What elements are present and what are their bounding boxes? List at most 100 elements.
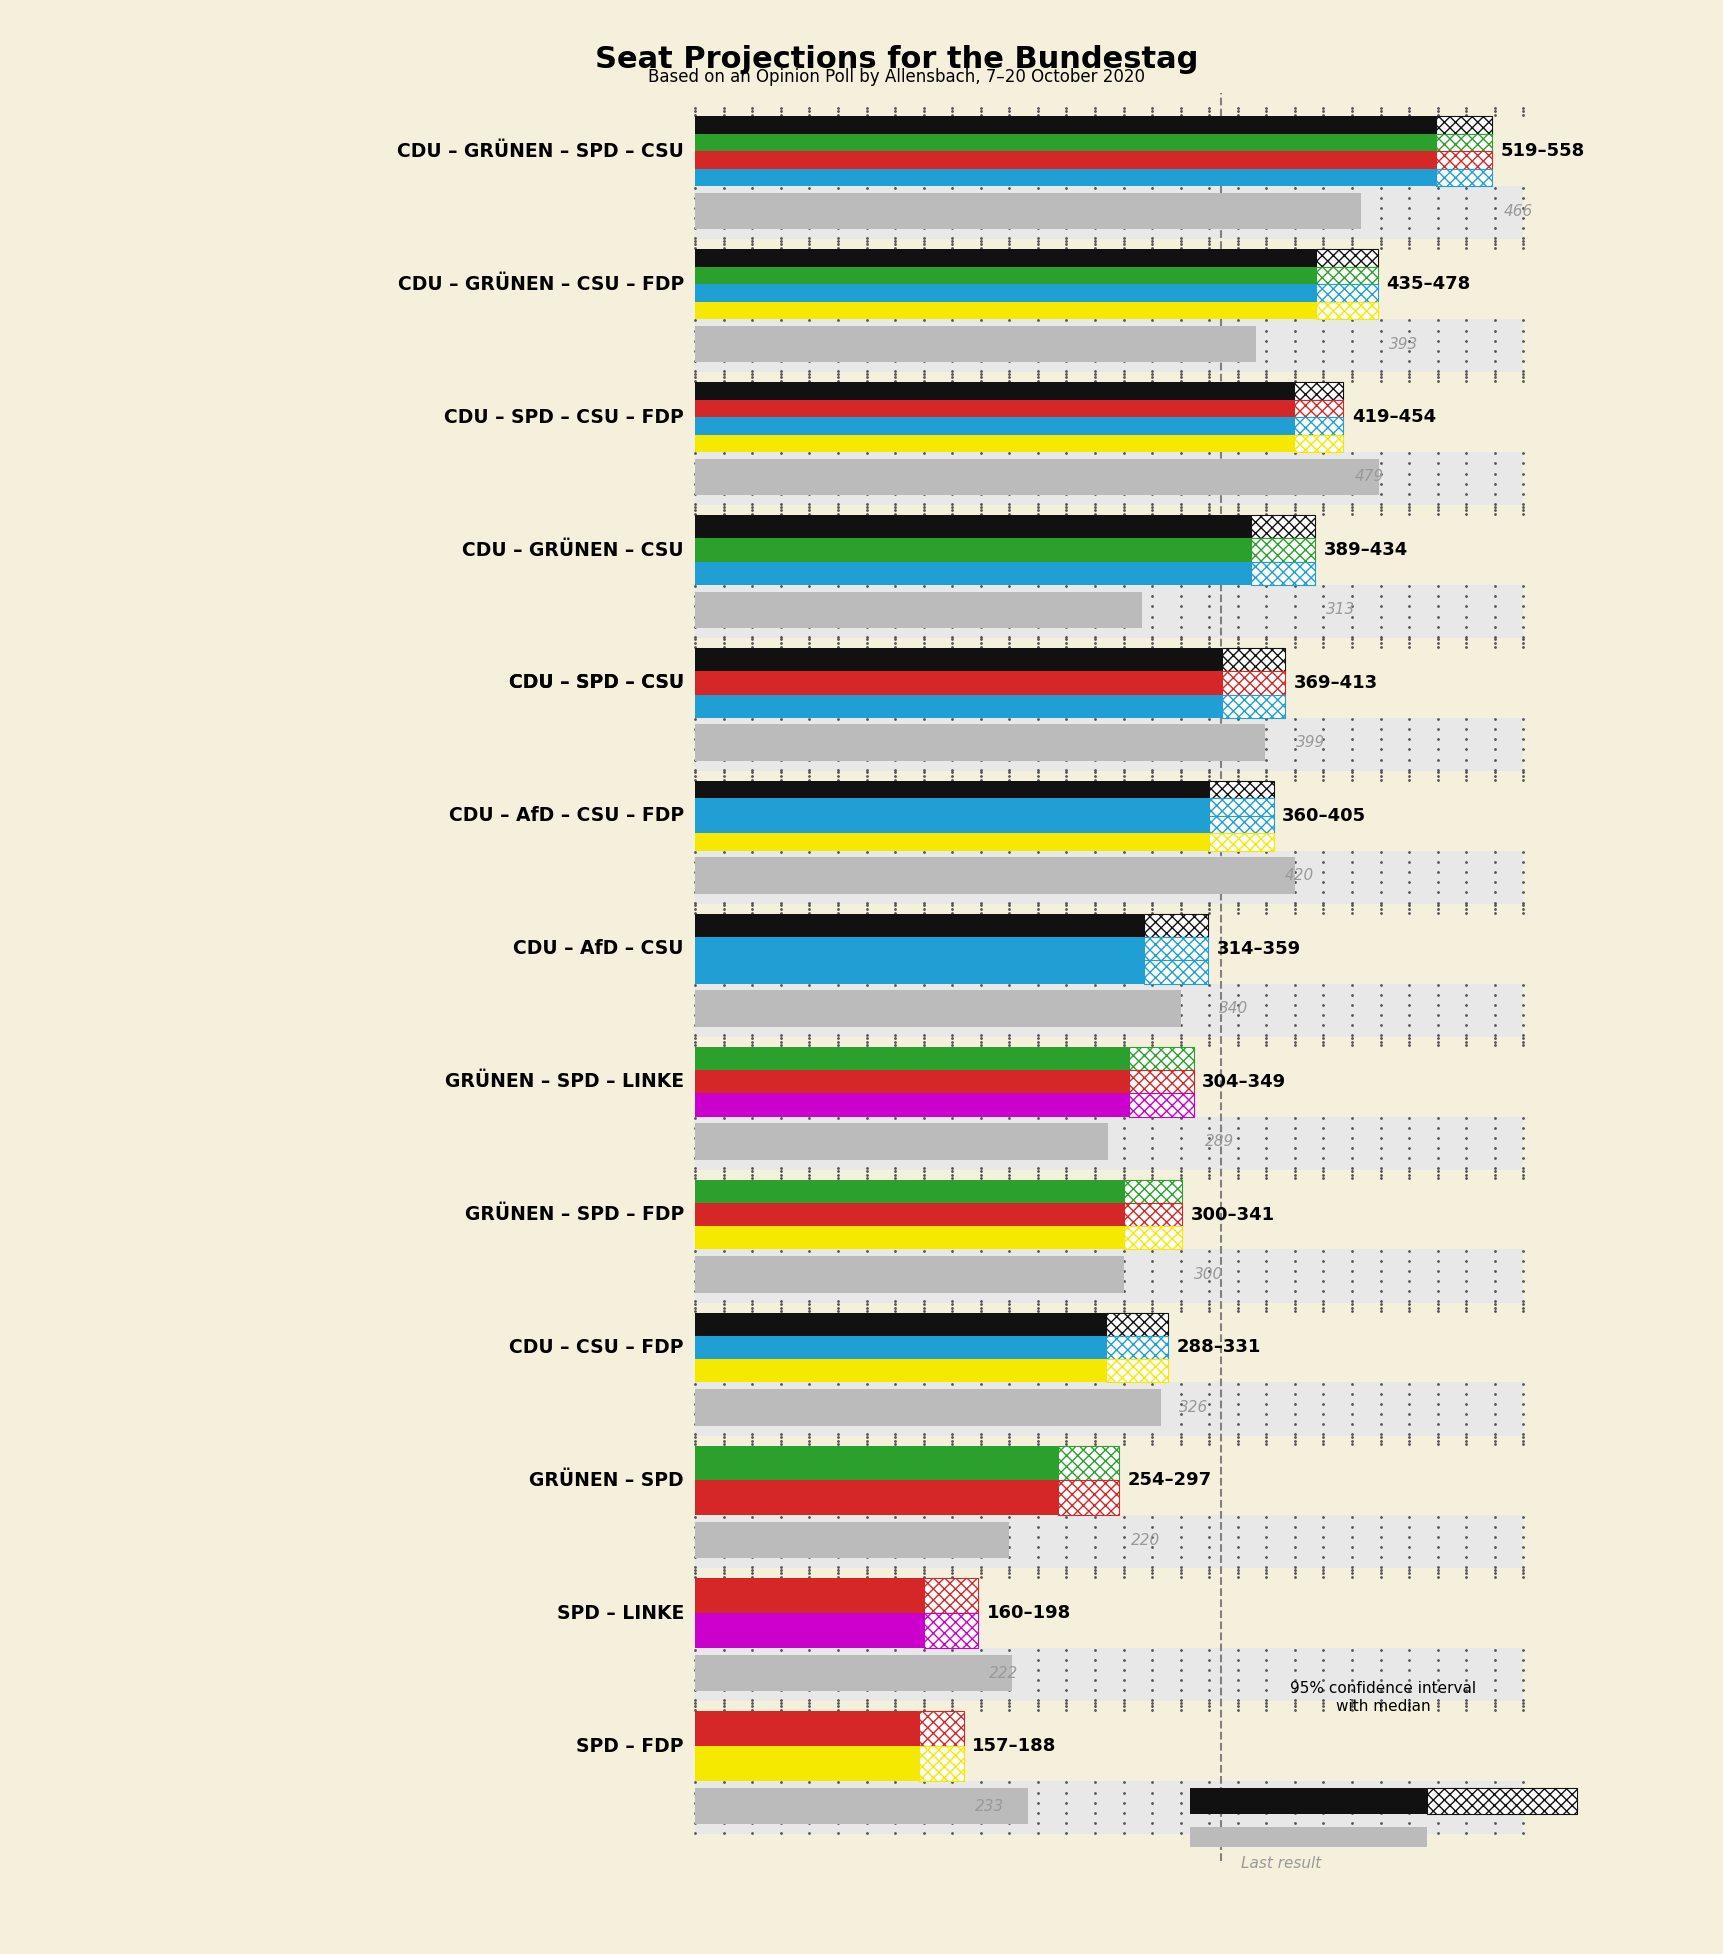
Text: 160–198: 160–198	[986, 1604, 1070, 1622]
Text: 222: 222	[989, 1665, 1018, 1680]
Text: 304–349: 304–349	[1201, 1073, 1285, 1090]
Bar	[694, 584, 1523, 639]
Bar	[918, 1712, 963, 1747]
Bar	[694, 451, 1523, 506]
Bar	[694, 250, 1316, 268]
Bar	[1106, 1360, 1166, 1381]
Text: CDU – AfD – CSU – FDP: CDU – AfD – CSU – FDP	[448, 807, 684, 825]
Text: 95% confidence interval
with median: 95% confidence interval with median	[1291, 1680, 1475, 1714]
Bar	[694, 1180, 1123, 1204]
Text: 314–359: 314–359	[1216, 940, 1299, 957]
Bar	[694, 1360, 1106, 1381]
Bar	[694, 1655, 1011, 1692]
Text: Last result: Last result	[1241, 1856, 1322, 1872]
Bar	[694, 459, 1378, 494]
Bar	[1222, 672, 1284, 694]
Bar	[918, 1747, 963, 1782]
Text: CDU – SPD – CSU: CDU – SPD – CSU	[508, 674, 684, 692]
Bar	[1222, 694, 1284, 717]
Bar	[1435, 168, 1490, 186]
Text: 420: 420	[1284, 868, 1313, 883]
Bar	[924, 1614, 977, 1647]
Bar	[694, 1047, 1129, 1071]
Bar	[694, 561, 1249, 584]
Bar	[1292, 434, 1342, 451]
Bar	[694, 539, 1249, 561]
Text: CDU – AfD – CSU: CDU – AfD – CSU	[513, 940, 684, 957]
Bar	[1129, 1071, 1192, 1094]
Bar	[694, 326, 1256, 361]
Bar	[1435, 150, 1490, 168]
Bar	[694, 1614, 924, 1647]
Bar	[1129, 1094, 1192, 1116]
Bar	[694, 832, 1208, 850]
Text: 326: 326	[1179, 1399, 1208, 1415]
Bar	[694, 991, 1180, 1028]
Text: 393: 393	[1389, 336, 1418, 352]
Bar	[694, 1702, 1523, 1712]
Bar	[694, 1124, 1108, 1161]
Bar	[1316, 250, 1377, 268]
Bar	[694, 1647, 1523, 1702]
Text: SPD – FDP: SPD – FDP	[575, 1737, 684, 1757]
Bar	[694, 1071, 1129, 1094]
Bar	[1249, 539, 1315, 561]
Bar	[694, 717, 1523, 772]
Bar	[694, 959, 1142, 983]
Bar	[694, 238, 1523, 250]
Bar	[694, 1094, 1129, 1116]
Text: 435–478: 435–478	[1385, 276, 1470, 293]
Text: 389–434: 389–434	[1323, 541, 1408, 559]
Bar	[694, 168, 1435, 186]
Bar	[694, 150, 1435, 168]
Bar	[694, 850, 1523, 905]
Bar	[1058, 1446, 1118, 1481]
Bar	[694, 983, 1523, 1038]
Bar	[694, 592, 1142, 627]
Bar	[694, 401, 1292, 416]
Bar	[694, 1481, 1058, 1514]
Bar	[694, 1569, 1523, 1579]
Bar	[694, 1227, 1123, 1249]
Bar	[694, 416, 1292, 434]
Bar	[694, 1514, 1523, 1569]
Bar	[1435, 117, 1490, 135]
Bar	[694, 186, 1523, 238]
Bar	[694, 914, 1142, 938]
Bar	[694, 799, 1208, 817]
Text: 289: 289	[1204, 1133, 1234, 1149]
Bar	[1189, 1788, 1425, 1813]
Bar	[694, 772, 1523, 782]
Bar	[694, 383, 1292, 401]
Text: 233: 233	[975, 1798, 1005, 1813]
Text: 419–454: 419–454	[1351, 408, 1435, 426]
Bar	[1316, 268, 1377, 283]
Bar	[694, 283, 1316, 301]
Bar	[694, 1389, 1160, 1426]
Text: 313: 313	[1325, 602, 1354, 617]
Bar	[694, 1712, 918, 1747]
Bar	[1316, 283, 1377, 301]
Bar	[1058, 1481, 1118, 1514]
Bar	[694, 1337, 1106, 1360]
Text: Based on an Opinion Poll by Allensbach, 7–20 October 2020: Based on an Opinion Poll by Allensbach, …	[648, 68, 1144, 86]
Bar	[694, 817, 1208, 832]
Text: CDU – GRÜNEN – SPD – CSU: CDU – GRÜNEN – SPD – CSU	[396, 143, 684, 160]
Text: 254–297: 254–297	[1127, 1471, 1211, 1489]
Bar	[1106, 1337, 1166, 1360]
Bar	[694, 106, 1523, 117]
Bar	[694, 672, 1222, 694]
Bar	[694, 1522, 1008, 1559]
Text: 157–188: 157–188	[972, 1737, 1056, 1755]
Bar	[1142, 959, 1208, 983]
Bar	[1106, 1313, 1166, 1337]
Bar	[694, 1436, 1523, 1446]
Text: 466: 466	[1502, 203, 1532, 219]
Bar	[1292, 416, 1342, 434]
Text: 399: 399	[1296, 735, 1325, 750]
Bar	[1208, 832, 1273, 850]
Bar	[694, 905, 1523, 914]
Text: 369–413: 369–413	[1292, 674, 1377, 692]
Text: GRÜNEN – SPD: GRÜNEN – SPD	[529, 1471, 684, 1489]
Text: 479: 479	[1354, 469, 1384, 485]
